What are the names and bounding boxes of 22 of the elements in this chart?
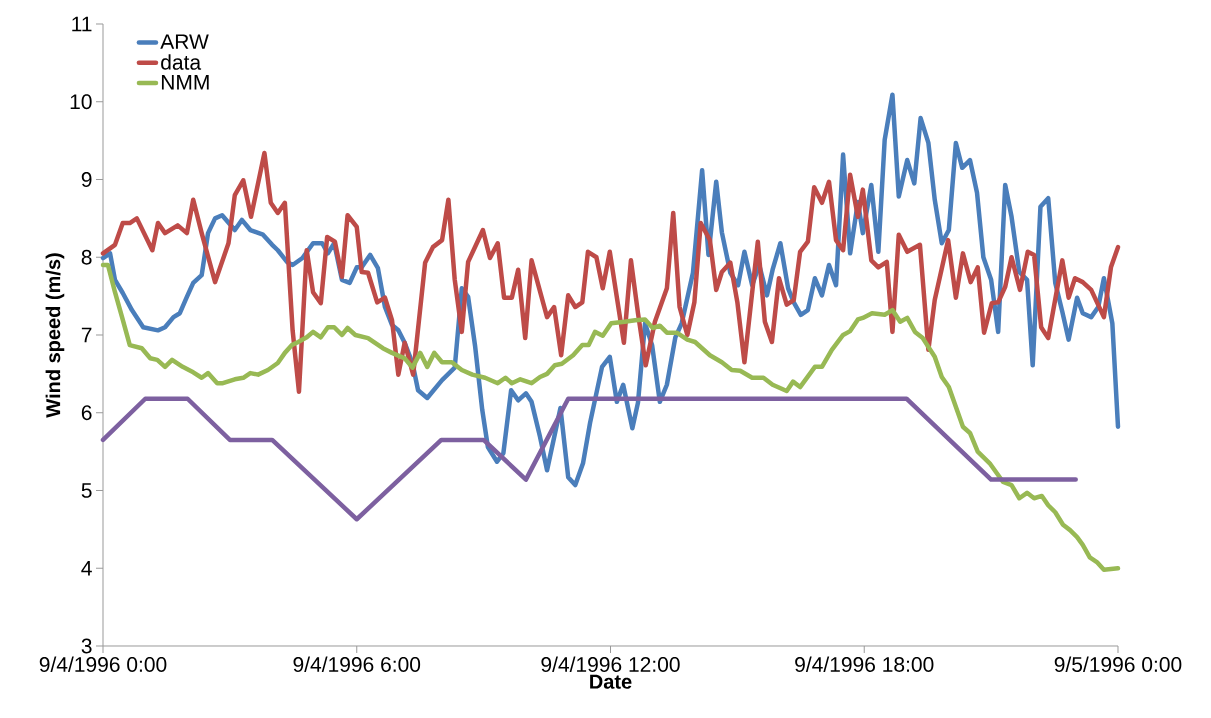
y-tick-label: 6 [81, 405, 92, 421]
y-tick-label: 11 [72, 16, 92, 32]
legend-label: ARW [160, 34, 209, 49]
legend-label: NMM [161, 75, 209, 90]
legend-label: data [161, 54, 202, 70]
line-series [100, 150, 1121, 394]
y-axis-title: Wind speed (m/s) [45, 253, 65, 418]
x-tick-label: 9/4/1996 18:00 [795, 656, 934, 672]
x-tick-label: 9/4/1996 6:00 [293, 656, 421, 672]
line-series [100, 396, 1078, 522]
y-tick-label: 7 [81, 327, 92, 343]
y-tick-label: 10 [70, 94, 92, 110]
y-tick-label: 9 [81, 172, 92, 187]
y-tick-label: 8 [81, 249, 92, 265]
x-tick-label: 9/4/1996 12:00 [541, 656, 680, 672]
line-series [100, 262, 1121, 573]
x-axis-title: Date [590, 674, 632, 689]
x-tick-label: 9/4/1996 0:00 [39, 656, 167, 672]
y-tick-label: 3 [81, 638, 92, 654]
x-tick-label: 9/5/1996 0:00 [1054, 656, 1182, 672]
y-tick-label: 5 [81, 483, 92, 498]
y-tick-label: 4 [81, 561, 92, 576]
